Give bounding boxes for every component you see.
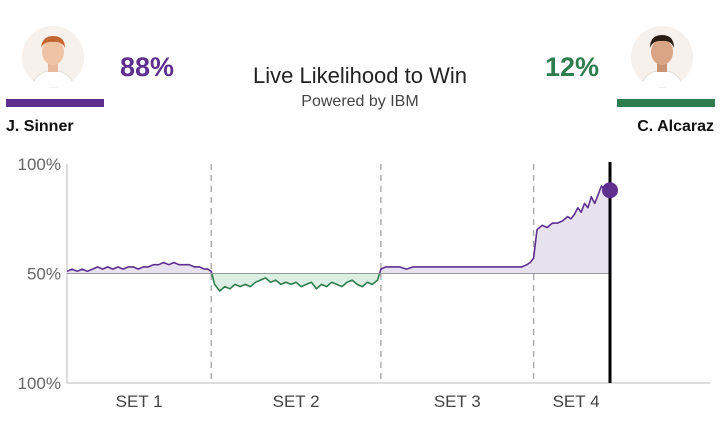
area-fill-sinner xyxy=(67,262,212,274)
sinner-name: J. Sinner xyxy=(6,118,74,135)
y-tick-label: 50% xyxy=(27,265,61,284)
sinner-win-percent: 88% xyxy=(120,52,175,82)
sinner-portrait-icon xyxy=(22,26,84,88)
set-label: SET 4 xyxy=(553,392,600,411)
area-fill-sinner xyxy=(379,183,610,274)
current-value-dot xyxy=(602,182,618,199)
alcaraz-color-bar xyxy=(617,99,715,107)
set-label: SET 1 xyxy=(116,392,163,411)
alcaraz-portrait-icon xyxy=(631,26,693,88)
series-line-sinner xyxy=(378,182,611,274)
chart-title: Live Likelihood to Win xyxy=(252,63,467,88)
set-label: SET 3 xyxy=(434,392,481,411)
series-line-sinner xyxy=(66,261,213,274)
y-tick-label: 100% xyxy=(18,374,61,393)
sinner-avatar xyxy=(22,26,84,88)
alcaraz-name: C. Alcaraz xyxy=(637,118,714,135)
series-line-alcaraz xyxy=(211,273,381,292)
sinner-color-bar xyxy=(6,99,104,107)
y-tick-label: 100% xyxy=(18,155,61,174)
alcaraz-avatar xyxy=(631,26,693,88)
set-label: SET 2 xyxy=(273,392,320,411)
win-likelihood-chart: 100% 50% 100% SET 1 SET 2 SET 3 SET 4 xyxy=(18,155,710,411)
alcaraz-win-percent: 12% xyxy=(545,52,600,82)
chart-subtitle: Powered by IBM xyxy=(301,93,419,110)
